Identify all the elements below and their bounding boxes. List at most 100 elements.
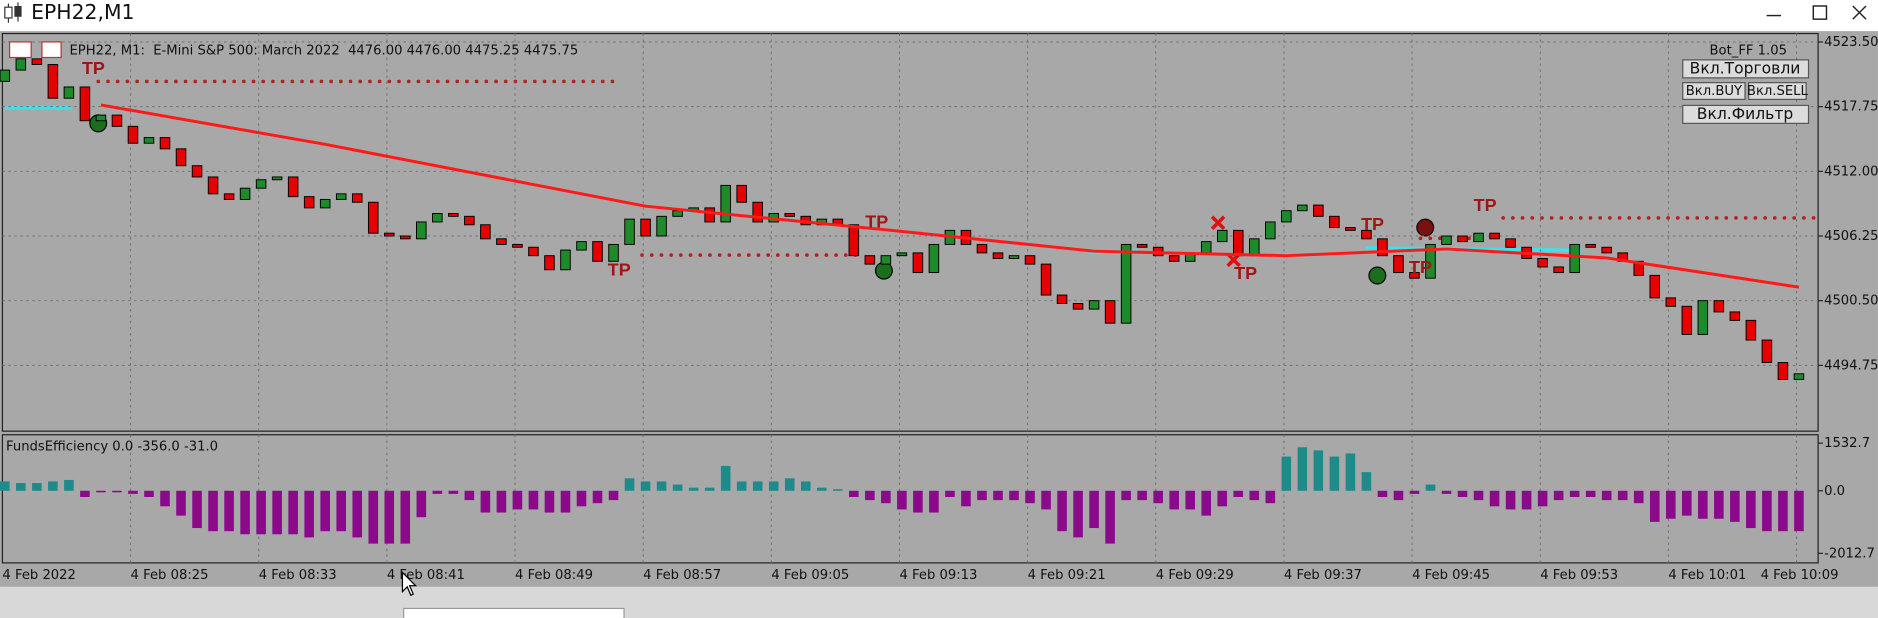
candle bbox=[1505, 238, 1516, 248]
tp-label: TP bbox=[1409, 257, 1432, 277]
histogram-bar bbox=[1746, 490, 1756, 529]
candle bbox=[335, 193, 347, 200]
candle bbox=[1473, 232, 1484, 243]
histogram-bar bbox=[192, 490, 202, 529]
x-tick-label: 4 Feb 08:57 bbox=[643, 568, 721, 583]
candle bbox=[1056, 294, 1068, 304]
candle bbox=[1681, 305, 1693, 335]
moving-average bbox=[100, 103, 1800, 289]
candle bbox=[896, 252, 908, 257]
candle bbox=[47, 63, 59, 99]
histogram-bar bbox=[1361, 472, 1372, 491]
candle bbox=[367, 201, 379, 234]
histogram-bar bbox=[720, 465, 731, 491]
x-tick-label: 4 Feb 09:37 bbox=[1284, 568, 1362, 583]
tp-label: TP bbox=[1234, 263, 1257, 283]
candle bbox=[752, 201, 763, 223]
close-button[interactable] bbox=[1852, 5, 1867, 20]
x-tick-label: 4 Feb 09:21 bbox=[1028, 568, 1106, 583]
button-sell[interactable] bbox=[1748, 82, 1807, 101]
histogram-bar bbox=[432, 490, 443, 494]
candle bbox=[1601, 246, 1612, 254]
tp-label: TP bbox=[1474, 195, 1497, 215]
histogram-bar bbox=[1553, 490, 1564, 501]
histogram-bar bbox=[624, 478, 635, 491]
button-filter[interactable] bbox=[1682, 104, 1810, 124]
candle bbox=[1313, 204, 1324, 217]
x-tick-label: 4 Feb 10:09 bbox=[1761, 568, 1839, 583]
histogram-bar bbox=[272, 490, 282, 535]
histogram-bar bbox=[1233, 490, 1244, 497]
candle bbox=[0, 69, 11, 82]
candle bbox=[928, 243, 940, 274]
candle bbox=[1297, 204, 1308, 212]
candle bbox=[1088, 300, 1100, 310]
status-strip bbox=[0, 586, 1878, 618]
candle bbox=[223, 193, 235, 200]
candle bbox=[528, 246, 539, 257]
y2-tick-label: -2012.7 bbox=[1824, 546, 1875, 561]
histogram-bar bbox=[1409, 490, 1420, 494]
candle bbox=[287, 176, 299, 198]
button-trade-label[interactable]: Вкл.Торговли bbox=[1690, 59, 1801, 77]
histogram-bar bbox=[1153, 490, 1163, 504]
histogram-bar bbox=[1617, 490, 1628, 501]
y-tick-label: 4512.00 bbox=[1824, 164, 1878, 179]
candle bbox=[624, 218, 635, 245]
histogram-bar bbox=[640, 481, 651, 491]
candle bbox=[1393, 255, 1404, 274]
histogram-bar bbox=[128, 490, 138, 494]
histogram-bar bbox=[1345, 453, 1356, 491]
candle bbox=[1761, 339, 1773, 364]
candle bbox=[1553, 266, 1564, 274]
histogram-bar bbox=[945, 490, 955, 497]
histogram-bar bbox=[544, 490, 555, 513]
histogram-bar bbox=[1457, 490, 1468, 497]
candle bbox=[704, 207, 715, 223]
candle bbox=[303, 196, 315, 209]
candle bbox=[1777, 362, 1789, 380]
header-icons bbox=[9, 41, 62, 59]
x-tick-label: 4 Feb 08:33 bbox=[259, 568, 337, 583]
button-sell-label[interactable]: Вкл.SELL bbox=[1747, 84, 1809, 99]
candle bbox=[1040, 263, 1052, 296]
button-filter-label[interactable]: Вкл.Фильтр bbox=[1697, 105, 1794, 123]
chart-layer: TP TP TP TP TP TP TP bbox=[0, 33, 1819, 563]
histogram-bar bbox=[96, 490, 106, 493]
histogram-bar bbox=[1329, 456, 1340, 491]
candle bbox=[15, 58, 27, 71]
candle bbox=[496, 238, 507, 245]
candle bbox=[720, 184, 731, 223]
candle bbox=[1441, 235, 1452, 245]
histogram-bar bbox=[1297, 447, 1308, 491]
histogram-bar bbox=[80, 490, 90, 497]
histogram-bar bbox=[464, 490, 475, 501]
candle bbox=[1281, 210, 1292, 223]
candle bbox=[1216, 229, 1228, 243]
candle bbox=[1569, 243, 1580, 274]
x-tick-label: 4 Feb 08:25 bbox=[131, 568, 209, 583]
app-icon bbox=[4, 2, 22, 23]
candle bbox=[1361, 229, 1372, 240]
trade-marker bbox=[1416, 218, 1435, 237]
histogram-bar bbox=[336, 490, 347, 532]
y-tick-label: 4506.25 bbox=[1824, 229, 1878, 244]
button-trade[interactable] bbox=[1682, 59, 1810, 79]
histogram-bar bbox=[16, 483, 26, 491]
candle bbox=[976, 243, 988, 254]
button-buy[interactable] bbox=[1682, 82, 1746, 101]
button-buy-label[interactable]: Вкл.BUY bbox=[1686, 84, 1743, 99]
candle bbox=[1585, 243, 1596, 248]
candle bbox=[1713, 300, 1725, 313]
candle bbox=[1008, 255, 1020, 259]
maximize-button[interactable] bbox=[1812, 5, 1828, 20]
histogram-bar bbox=[1794, 490, 1804, 532]
histogram-bar bbox=[1665, 490, 1676, 519]
indicator-title: FundsEfficiency 0.0 -356.0 -31.0 bbox=[6, 440, 218, 455]
candle bbox=[544, 255, 555, 271]
candle bbox=[672, 210, 683, 217]
candle bbox=[111, 114, 123, 127]
histogram-bar bbox=[416, 490, 427, 518]
histogram-bar bbox=[208, 490, 218, 532]
